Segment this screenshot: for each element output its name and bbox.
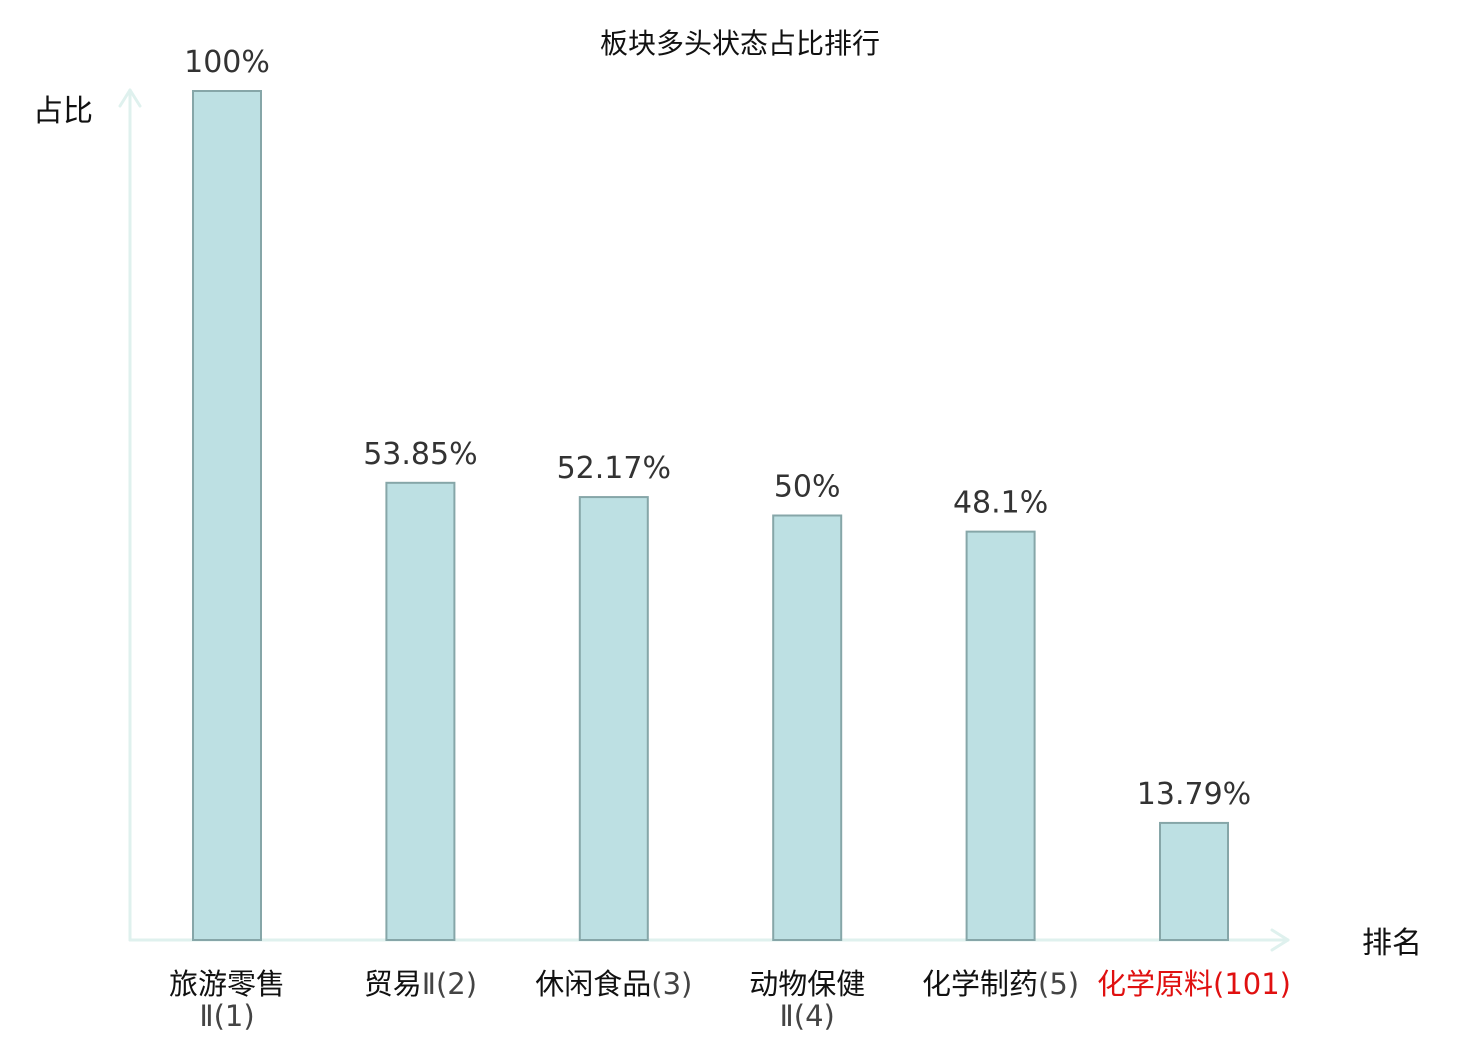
bars bbox=[192, 90, 1229, 942]
category-rank: (5) bbox=[1038, 967, 1079, 1001]
value-label: 13.79% bbox=[1137, 777, 1251, 812]
value-label: 48.1% bbox=[953, 486, 1048, 521]
category-rank: (3) bbox=[651, 967, 692, 1001]
category-label: 休闲食品(3) bbox=[535, 967, 692, 1001]
y-axis-label: 占比 bbox=[33, 94, 93, 129]
category-name: 旅游零售 bbox=[169, 967, 285, 1001]
category-name: 化学原料 bbox=[1097, 967, 1213, 1001]
category-name: 化学制药 bbox=[922, 967, 1038, 1001]
y-axis-arrow bbox=[118, 88, 142, 108]
category-name: 贸易 bbox=[364, 967, 422, 1001]
value-label: 100% bbox=[184, 45, 270, 80]
x-axis-arrow bbox=[1270, 928, 1290, 952]
bar bbox=[192, 90, 262, 941]
bar bbox=[385, 481, 456, 941]
value-labels: 100% 53.85% 52.17% 50% 48.1% 13.79% bbox=[184, 45, 1251, 812]
category-rank: Ⅱ(2) bbox=[422, 967, 477, 1001]
axes bbox=[118, 88, 1290, 952]
value-label: 53.85% bbox=[363, 437, 477, 472]
value-label: 50% bbox=[774, 470, 841, 505]
category-name: 动物保健 bbox=[749, 967, 865, 1001]
x-axis-label: 排名 bbox=[1362, 926, 1422, 961]
category-name: 休闲食品 bbox=[535, 967, 651, 1001]
category-rank: (101) bbox=[1213, 967, 1291, 1001]
category-label: 贸易Ⅱ(2) bbox=[364, 967, 477, 1001]
bar bbox=[965, 530, 1036, 941]
value-label: 52.17% bbox=[557, 451, 671, 486]
bar bbox=[772, 514, 843, 941]
category-label: 化学制药(5) bbox=[922, 967, 1079, 1001]
chart-title: 板块多头状态占比排行 bbox=[600, 27, 880, 60]
category-label: 化学原料(101) bbox=[1097, 967, 1291, 1001]
category-rank: Ⅱ(4) bbox=[780, 999, 835, 1033]
bar bbox=[578, 496, 649, 941]
category-rank: Ⅱ(1) bbox=[199, 999, 254, 1033]
bar bbox=[1159, 821, 1229, 942]
